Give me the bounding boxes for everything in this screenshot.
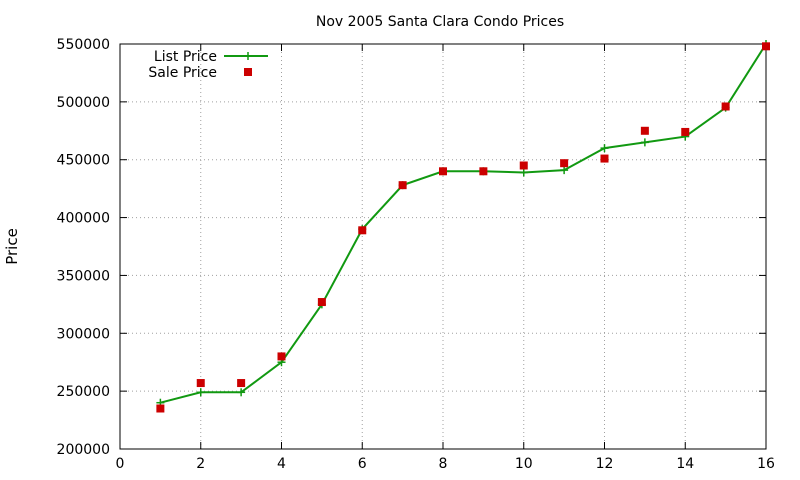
list-price-point — [237, 388, 246, 397]
y-tick-label: 300000 — [57, 326, 110, 342]
y-tick-label: 350000 — [57, 268, 110, 284]
list-price-point — [640, 138, 649, 147]
sale-price-point — [358, 226, 367, 235]
sale-price-point — [398, 181, 407, 190]
chart-title: Nov 2005 Santa Clara Condo Prices — [316, 14, 564, 30]
x-tick-label: 16 — [757, 456, 775, 472]
list-price-point — [560, 166, 569, 175]
x-tick-label: 10 — [515, 456, 533, 472]
x-tick-label: 6 — [358, 456, 367, 472]
sale-price-point — [681, 127, 690, 136]
x-tick-label: 12 — [596, 456, 614, 472]
x-tick-label: 0 — [116, 456, 125, 472]
sale-price-point — [317, 298, 326, 307]
y-axis-label: Price — [3, 228, 21, 265]
x-tick-label: 8 — [439, 456, 448, 472]
sale-price-point — [560, 159, 569, 168]
sale-price-point — [439, 167, 447, 176]
sale-price-point — [600, 154, 609, 163]
sale-price-point — [196, 379, 205, 388]
sale-price-point — [479, 167, 488, 176]
y-tick-labels: 200000 250000 300000 350000 400000 450000 5000… — [57, 37, 110, 458]
x-tick-label: 2 — [196, 456, 205, 472]
x-tick-label: 14 — [676, 456, 694, 472]
y-tick-label: 200000 — [57, 442, 110, 458]
series-layer — [156, 40, 770, 413]
sale-price-point — [640, 126, 649, 135]
sale-price-point — [762, 42, 770, 51]
list-price-point — [519, 168, 528, 177]
axis-ticks — [119, 43, 767, 450]
list-price-point — [196, 388, 205, 397]
x-tick-label: 4 — [277, 456, 286, 472]
y-tick-label: 400000 — [57, 211, 110, 227]
y-tick-label: 550000 — [57, 37, 110, 53]
y-tick-label: 250000 — [57, 384, 110, 400]
y-tick-label: 500000 — [57, 95, 110, 111]
x-tick-labels: 0 2 4 6 8 10 12 14 16 — [116, 456, 775, 472]
list-price-line — [160, 43, 767, 404]
sale-price-point — [237, 379, 246, 388]
sale-price-point — [721, 102, 730, 111]
grid — [120, 44, 766, 449]
sale-price-point — [277, 352, 286, 361]
list-price-point — [600, 144, 609, 153]
legend-swatch-square — [244, 68, 252, 76]
legend-label: Sale Price — [148, 65, 217, 81]
sale-price-point — [519, 161, 528, 170]
y-tick-label: 450000 — [57, 153, 110, 169]
sale-price-point — [156, 404, 165, 413]
legend-label: List Price — [154, 49, 217, 65]
